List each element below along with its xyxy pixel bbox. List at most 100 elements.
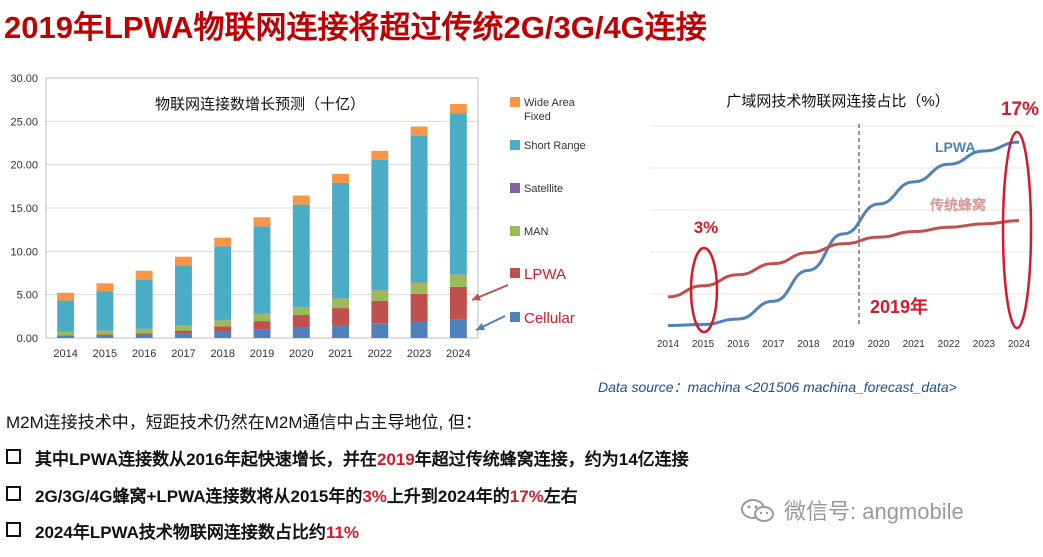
bar-segment — [96, 283, 114, 292]
bullet-text-1: 2G/3G/4G蜂窝+LPWA连接数将从2015年的3%上升到2024年的17%… — [35, 487, 578, 506]
bar-segment — [292, 307, 310, 316]
bar-segment — [253, 329, 271, 338]
bar-segment — [214, 246, 232, 320]
bullet-0-part-1: 2019 — [376, 450, 415, 469]
lpwa-arrow-head — [472, 293, 481, 301]
lpwa-share-line — [667, 140, 1020, 328]
bar-segment — [135, 334, 153, 338]
line-xtick-label: 2017 — [762, 339, 785, 350]
bar-xtick-label: 2017 — [171, 348, 195, 360]
legend-label: Fixed — [524, 111, 551, 123]
legend-swatch — [510, 268, 520, 278]
bullet-text-2: 2024年LPWA技术物联网连接数占比约11% — [35, 523, 359, 542]
bullet-1-part-1: 3% — [362, 487, 387, 506]
bar-segment — [371, 159, 389, 290]
cellular-arrow-head — [476, 322, 485, 331]
bar-xtick-label: 2020 — [289, 348, 313, 360]
bar-segment — [57, 300, 75, 332]
line-xtick-label: 2023 — [973, 339, 996, 350]
bar-segment — [253, 226, 271, 314]
bar-segment — [410, 282, 428, 294]
bar-ytick-label: 10.00 — [10, 246, 38, 258]
watermark-text: 微信号: angmobile — [784, 499, 964, 524]
bullet-2-part-1: 11% — [325, 523, 360, 542]
legend-swatch — [510, 140, 520, 150]
cellular-share-line — [667, 219, 1020, 299]
legend-label: Short Range — [524, 140, 586, 152]
bullet-0-part-0: 其中LPWA连接数从2016年起快速增长，并在 — [35, 450, 377, 469]
lpwa-line-label: LPWA — [935, 139, 975, 155]
bullet-box-icon — [6, 486, 21, 501]
legend-swatch — [510, 312, 520, 322]
legend-swatch — [510, 183, 520, 193]
bar-xtick-label: 2022 — [368, 348, 392, 360]
bar-segment — [332, 182, 349, 299]
bullet-1-part-3: 17% — [509, 487, 544, 506]
bar-segment — [292, 204, 310, 307]
bar-segment — [57, 335, 75, 338]
bar-segment — [292, 195, 310, 205]
bar-segment — [135, 328, 153, 334]
legend-label: Cellular — [524, 310, 575, 327]
bar-segment — [135, 333, 153, 335]
bar-segment — [410, 126, 428, 136]
bar-xtick-label: 2016 — [132, 348, 156, 360]
line-xtick-label: 2014 — [657, 339, 680, 350]
bar-segment — [96, 330, 114, 335]
bar-segment — [449, 274, 467, 287]
line-xtick-label: 2022 — [938, 339, 961, 350]
line-xtick-label: 2018 — [797, 339, 820, 350]
bar-ytick-label: 25.00 — [10, 116, 38, 128]
bar-segment — [332, 325, 349, 338]
bar-segment — [292, 327, 310, 338]
crossover-year-label: 2019年 — [870, 296, 928, 317]
bar-segment — [96, 291, 114, 331]
bar-segment — [135, 270, 153, 280]
bullet-item: 2024年LPWA技术物联网连接数占比约11% — [6, 518, 359, 543]
bar-xtick-label: 2021 — [328, 348, 352, 360]
bullet-1-part-2: 上升到2024年的 — [386, 487, 510, 506]
bar-segment — [332, 298, 349, 309]
bar-xtick-label: 2018 — [210, 348, 234, 360]
bar-ytick-label: 5.00 — [17, 290, 38, 302]
bar-segment — [175, 325, 192, 331]
bullet-item: 其中LPWA连接数从2016年起快速增长，并在2019年超过传统蜂窝连接，约为1… — [6, 445, 689, 470]
cellular-line-label: 传统蜂窝 — [929, 197, 986, 213]
bar-segment — [371, 290, 389, 301]
end-share-label: 17% — [1001, 99, 1039, 120]
bar-segment — [57, 331, 75, 336]
bar-segment — [449, 104, 467, 114]
bar-segment — [135, 279, 153, 329]
bullet-2-part-0: 2024年LPWA技术物联网连接数占比约 — [35, 523, 326, 542]
bullet-box-icon — [6, 522, 21, 537]
bullet-0-part-2: 年超过传统蜂窝连接，约为14亿连接 — [414, 450, 689, 469]
bar-xtick-label: 2014 — [53, 348, 77, 360]
bar-segment — [175, 265, 192, 326]
bar-ytick-label: 30.00 — [10, 73, 38, 85]
bar-segment — [371, 150, 389, 160]
bullet-item: 2G/3G/4G蜂窝+LPWA连接数将从2015年的3%上升到2024年的17%… — [6, 482, 578, 507]
legend-swatch — [510, 226, 520, 236]
start-share-label: 3% — [694, 218, 719, 237]
intro-text: M2M连接技术中，短距技术仍然在M2M通信中占主导地位, 但： — [6, 413, 482, 432]
bar-segment — [57, 292, 75, 301]
bar-segment — [410, 293, 428, 322]
bar-chart-title: 物联网连接数增长预测（十亿） — [155, 96, 365, 113]
end-highlight-ellipse — [1001, 130, 1033, 330]
bar-segment — [96, 334, 114, 338]
bar-segment — [292, 315, 310, 328]
line-xtick-label: 2019 — [832, 339, 855, 350]
data-source-note: Data source：machina <201506 machina_fore… — [598, 379, 957, 395]
bar-segment — [332, 308, 349, 326]
legend-label: Wide Area — [524, 97, 576, 109]
bullet-1-part-0: 2G/3G/4G蜂窝+LPWA连接数将从2015年的 — [35, 487, 363, 506]
bar-segment — [253, 217, 271, 227]
bar-xtick-label: 2023 — [407, 348, 431, 360]
bar-segment — [253, 321, 271, 330]
line-chart-title: 广域网技术物联网连接占比（%） — [726, 93, 949, 110]
bar-segment — [332, 173, 349, 183]
line-xtick-label: 2024 — [1008, 339, 1031, 350]
bar-segment — [371, 323, 389, 338]
bar-segment — [214, 320, 232, 327]
